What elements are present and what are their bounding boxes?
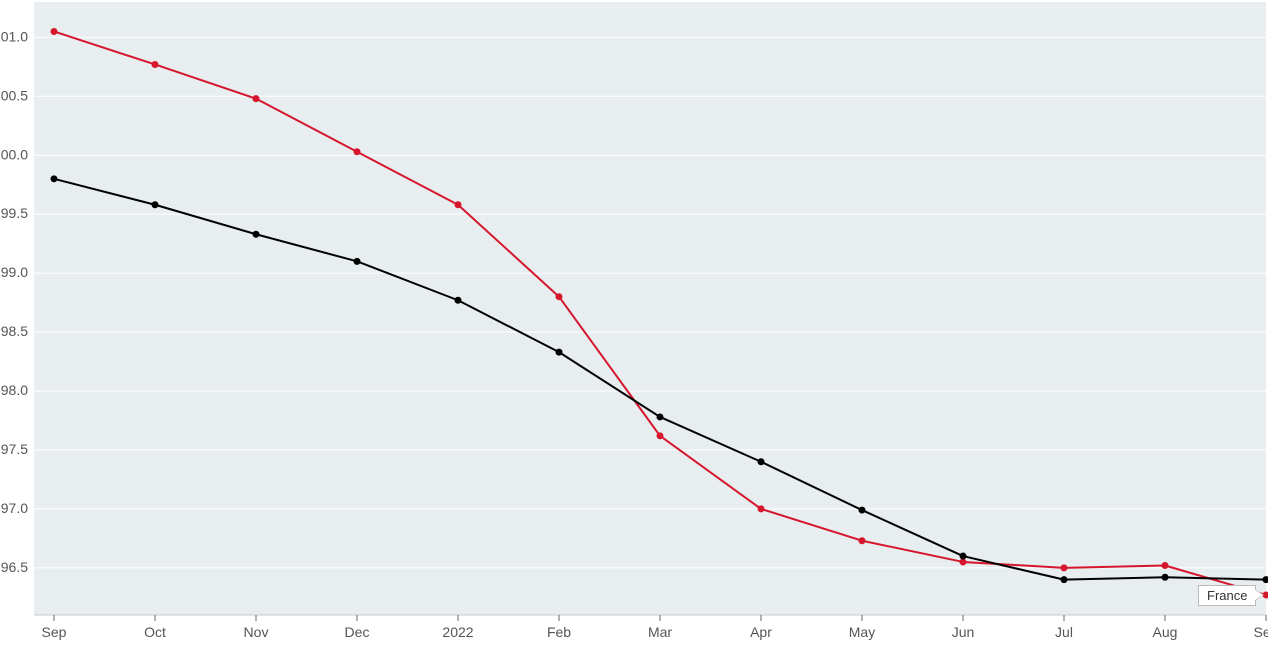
svg-text:100.5: 100.5 [0, 87, 28, 103]
svg-text:Apr: Apr [750, 624, 772, 640]
svg-text:Feb: Feb [547, 624, 571, 640]
series-tooltip: France [1198, 585, 1256, 606]
svg-text:Sep: Sep [1254, 624, 1268, 640]
svg-text:Sep: Sep [42, 624, 67, 640]
svg-text:98.0: 98.0 [1, 382, 28, 398]
svg-text:101.0: 101.0 [0, 28, 28, 44]
svg-text:Dec: Dec [345, 624, 370, 640]
svg-text:97.0: 97.0 [1, 500, 28, 516]
svg-text:100.0: 100.0 [0, 146, 28, 162]
svg-text:2022: 2022 [442, 624, 473, 640]
svg-text:Nov: Nov [244, 624, 269, 640]
svg-text:97.5: 97.5 [1, 441, 28, 457]
chart-svg: 96.5 97.0 97.5 98.0 98.5 99.0 99.5 100.0 100.5 10… [0, 0, 1268, 663]
svg-text:98.5: 98.5 [1, 323, 28, 339]
svg-text:Mar: Mar [648, 624, 672, 640]
svg-text:May: May [849, 624, 875, 640]
svg-text:96.5: 96.5 [1, 559, 28, 575]
tooltip-label: France [1207, 588, 1247, 603]
line-chart: 96.5 97.0 97.5 98.0 98.5 99.0 99.5 100.0 100.5 10… [0, 0, 1268, 663]
svg-text:99.5: 99.5 [1, 205, 28, 221]
svg-text:Aug: Aug [1153, 624, 1178, 640]
svg-text:Jun: Jun [952, 624, 975, 640]
svg-text:99.0: 99.0 [1, 264, 28, 280]
svg-text:Jul: Jul [1055, 624, 1073, 640]
svg-text:Oct: Oct [144, 624, 166, 640]
